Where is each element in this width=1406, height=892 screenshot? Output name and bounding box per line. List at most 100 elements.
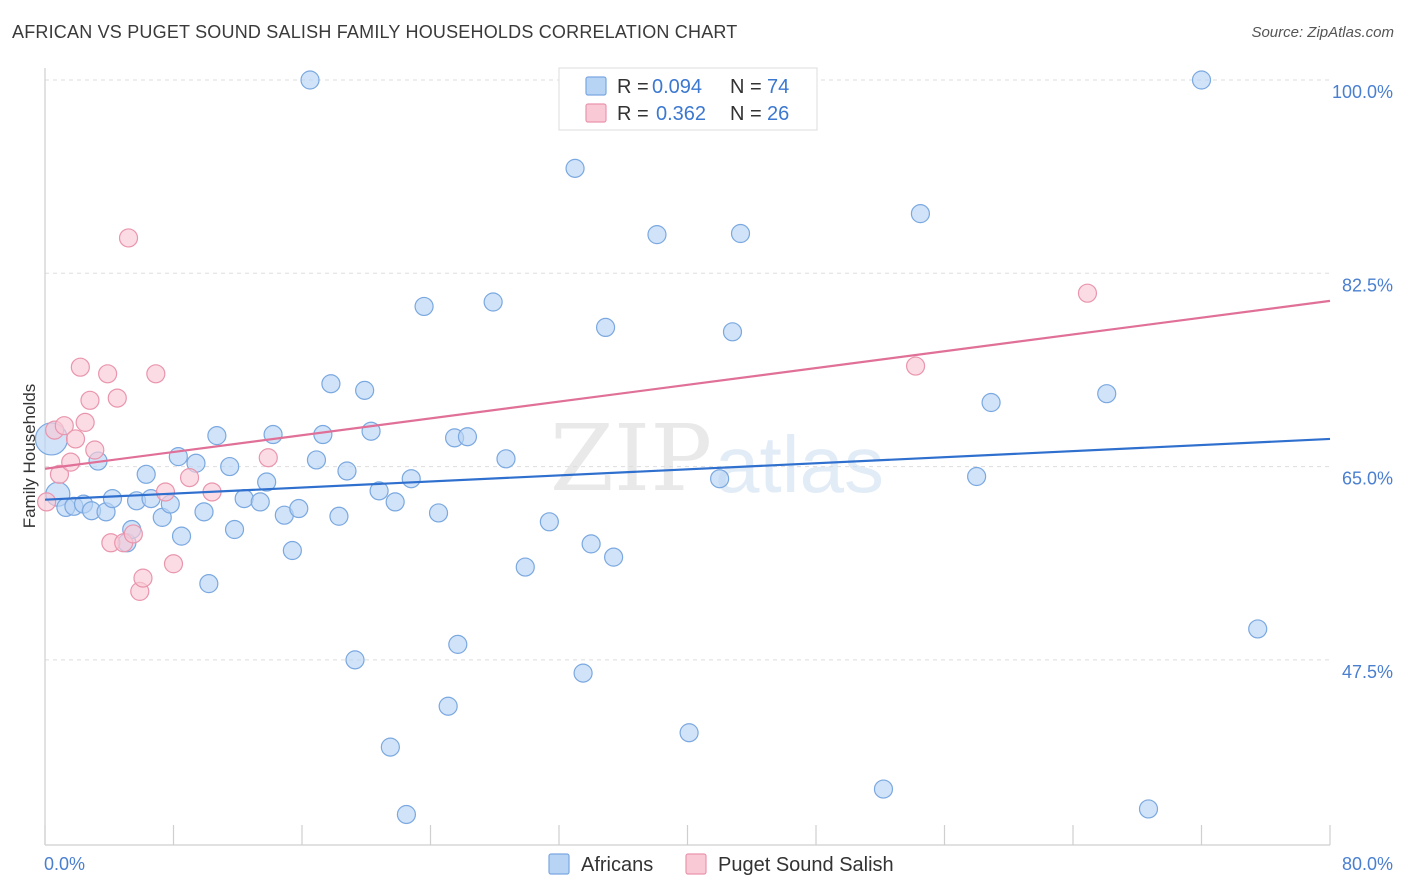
data-point-africans [313,424,333,445]
data-point-africans [438,696,458,716]
data-points [34,70,1268,825]
data-point-africans [967,466,987,487]
legend-r-africans: 0.094 [652,76,702,98]
trend-line-africans [44,437,1331,501]
data-point-africans [722,322,743,342]
legend-box: R = 0.094 N = 74 R = 0.362 N = 26 [558,67,818,131]
chart-source: Source: ZipAtlas.com [1251,24,1394,41]
y-tick-label: 82.5% [1342,275,1393,295]
data-point-africans [102,488,123,509]
data-point-puget-sound-salish [61,452,81,472]
data-point-africans [515,557,535,577]
data-point-africans [300,70,320,90]
data-point-africans [380,737,400,757]
data-point-africans [220,456,240,477]
data-point-puget-sound-salish [75,412,95,432]
data-point-puget-sound-salish [85,440,105,460]
data-point-puget-sound-salish [905,356,926,376]
legend-r-label-africans: R = [617,76,649,98]
data-point-africans [910,204,931,224]
data-point-africans [250,492,270,512]
data-point-puget-sound-salish [37,492,57,512]
data-point-africans [355,380,375,400]
data-point-africans [199,574,219,594]
data-point-africans [306,450,327,470]
data-point-africans [329,506,349,526]
data-point-africans [679,723,699,743]
data-point-puget-sound-salish [80,390,100,410]
data-point-africans [730,223,751,244]
legend-r-label-puget-sound-salish: R = [617,103,649,125]
data-point-africans [581,534,601,554]
y-tick-label: 65.0% [1342,469,1393,489]
legend-n-africans: 74 [767,76,789,98]
data-point-africans [1097,384,1117,404]
bottom-legend-swatch-puget-sound-salish [685,853,707,875]
data-point-africans [136,464,156,484]
data-point-africans [289,498,309,519]
data-point-africans [647,225,667,245]
data-point-africans [981,392,1001,413]
y-tick-label: 100.0% [1332,82,1393,102]
data-point-africans [1191,70,1212,90]
data-point-africans [428,503,449,523]
axes [44,68,1331,846]
data-point-africans [194,502,214,522]
watermark: ZIP atlas [550,405,884,512]
data-point-africans [710,469,730,489]
data-point-africans [414,296,434,317]
data-point-africans [257,472,277,492]
data-point-puget-sound-salish [258,448,278,468]
data-point-puget-sound-salish [133,568,153,588]
data-point-puget-sound-salish [98,364,118,384]
trend-line-puget-sound-salish [44,299,1331,470]
data-point-africans [1138,799,1159,819]
bottom-legend-swatch-africans [548,853,570,875]
bottom-legend-label-puget-sound-salish: Puget Sound Salish [718,854,894,876]
data-point-puget-sound-salish [179,468,200,488]
legend-swatch-africans [585,76,607,96]
x-tick-label-max: 80.0% [1342,854,1393,874]
watermark-zip: ZIP [550,405,712,512]
legend-n-puget-sound-salish: 26 [767,103,789,125]
data-point-puget-sound-salish [54,416,74,436]
data-point-puget-sound-salish [123,524,143,544]
data-point-africans [873,779,894,799]
data-point-africans [565,158,585,178]
data-point-africans [207,426,227,446]
data-point-africans [1248,619,1268,639]
data-point-puget-sound-salish [163,554,184,574]
data-point-africans [321,374,341,394]
trend-lines [44,299,1331,501]
legend-r-puget-sound-salish: 0.362 [656,103,706,125]
data-point-africans [483,292,503,312]
legend-n-label-africans: N = [730,76,762,98]
data-point-puget-sound-salish [118,228,139,248]
data-point-africans [573,663,593,683]
chart-title: AFRICAN VS PUGET SOUND SALISH FAMILY HOU… [12,22,738,42]
legend-swatch-puget-sound-salish [585,103,607,123]
data-point-puget-sound-salish [1077,283,1098,303]
data-point-africans [337,461,357,481]
bottom-legend-label-africans: Africans [581,854,653,876]
data-point-africans [396,804,417,825]
data-point-africans [369,481,389,501]
data-point-africans [457,427,478,447]
data-point-puget-sound-salish [49,464,70,484]
data-point-africans [224,519,245,540]
data-point-africans [171,526,192,546]
data-point-puget-sound-salish [146,364,166,384]
x-tick-label-min: 0.0% [44,854,85,874]
data-point-africans [539,512,559,532]
data-point-puget-sound-salish [107,388,127,408]
data-point-africans [345,650,365,670]
data-point-africans [448,634,468,654]
data-point-puget-sound-salish [65,429,86,449]
data-point-africans [595,317,616,338]
data-point-africans [401,469,421,489]
data-point-africans [282,540,302,561]
data-point-puget-sound-salish [70,357,90,377]
tick-labels: 47.5% 65.0% 82.5% 100.0% 0.0% 80.0% [44,82,1393,874]
legend-n-label-puget-sound-salish: N = [730,103,762,125]
